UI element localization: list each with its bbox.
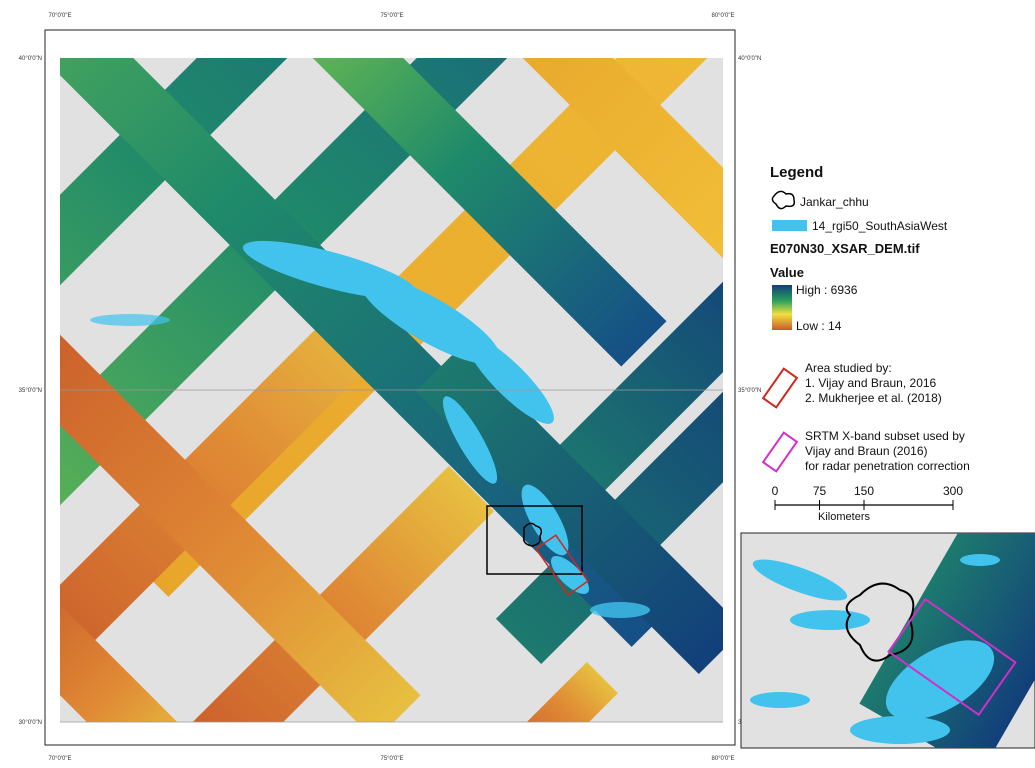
legend-raster: E070N30_XSAR_DEM.tif xyxy=(770,241,920,256)
inset-map xyxy=(741,426,1035,768)
legend-glacier-icon xyxy=(772,220,807,231)
legend-outline-icon xyxy=(772,191,794,208)
legend-srtm-text: SRTM X-band subset used by xyxy=(805,429,965,443)
legend-high: High : 6936 xyxy=(796,283,858,297)
lat-label: 30°0'0"N xyxy=(19,720,42,726)
lon-label: 75°0'0"E xyxy=(380,756,403,762)
lon-label: 80°0'0"E xyxy=(711,13,734,19)
lon-label: 70°0'0"E xyxy=(48,13,71,19)
legend-study-text: Area studied by: xyxy=(805,361,892,375)
legend-study-text: 2. Mukherjee et al. (2018) xyxy=(805,391,942,405)
scale-unit: Kilometers xyxy=(818,511,870,523)
legend-ramp xyxy=(772,285,792,330)
scale-tick-label: 300 xyxy=(943,484,963,498)
scale-tick-label: 150 xyxy=(854,484,874,498)
scale-tick-label: 75 xyxy=(813,484,827,498)
lon-label: 70°0'0"E xyxy=(48,756,71,762)
legend-value-title: Value xyxy=(770,265,804,280)
lat-label: 35°0'0"N xyxy=(738,388,761,394)
legend-item: 14_rgi50_SouthAsiaWest xyxy=(812,219,948,233)
lon-label: 75°0'0"E xyxy=(380,13,403,19)
lon-label: 80°0'0"E xyxy=(711,756,734,762)
legend-srtm-icon xyxy=(763,433,797,472)
legend-item: Jankar_chhu xyxy=(800,195,869,209)
legend-low: Low : 14 xyxy=(796,319,842,333)
lat-label: 40°0'0"N xyxy=(738,56,761,62)
legend-study-text: 1. Vijay and Braun, 2016 xyxy=(805,376,937,390)
scale-tick-label: 0 xyxy=(772,484,779,498)
scale-bar: 0 75 150 300 Kilometers xyxy=(772,484,964,523)
map-figure: 70°0'0"E 75°0'0"E 80°0'0"E 70°0'0"E 75°0… xyxy=(0,0,1035,768)
legend-srtm-text: for radar penetration correction xyxy=(805,459,970,473)
legend-title: Legend xyxy=(770,164,823,181)
legend-study-icon xyxy=(763,369,797,408)
lat-label: 35°0'0"N xyxy=(19,388,42,394)
lat-label: 40°0'0"N xyxy=(19,56,42,62)
legend-srtm-text: Vijay and Braun (2016) xyxy=(805,444,928,458)
